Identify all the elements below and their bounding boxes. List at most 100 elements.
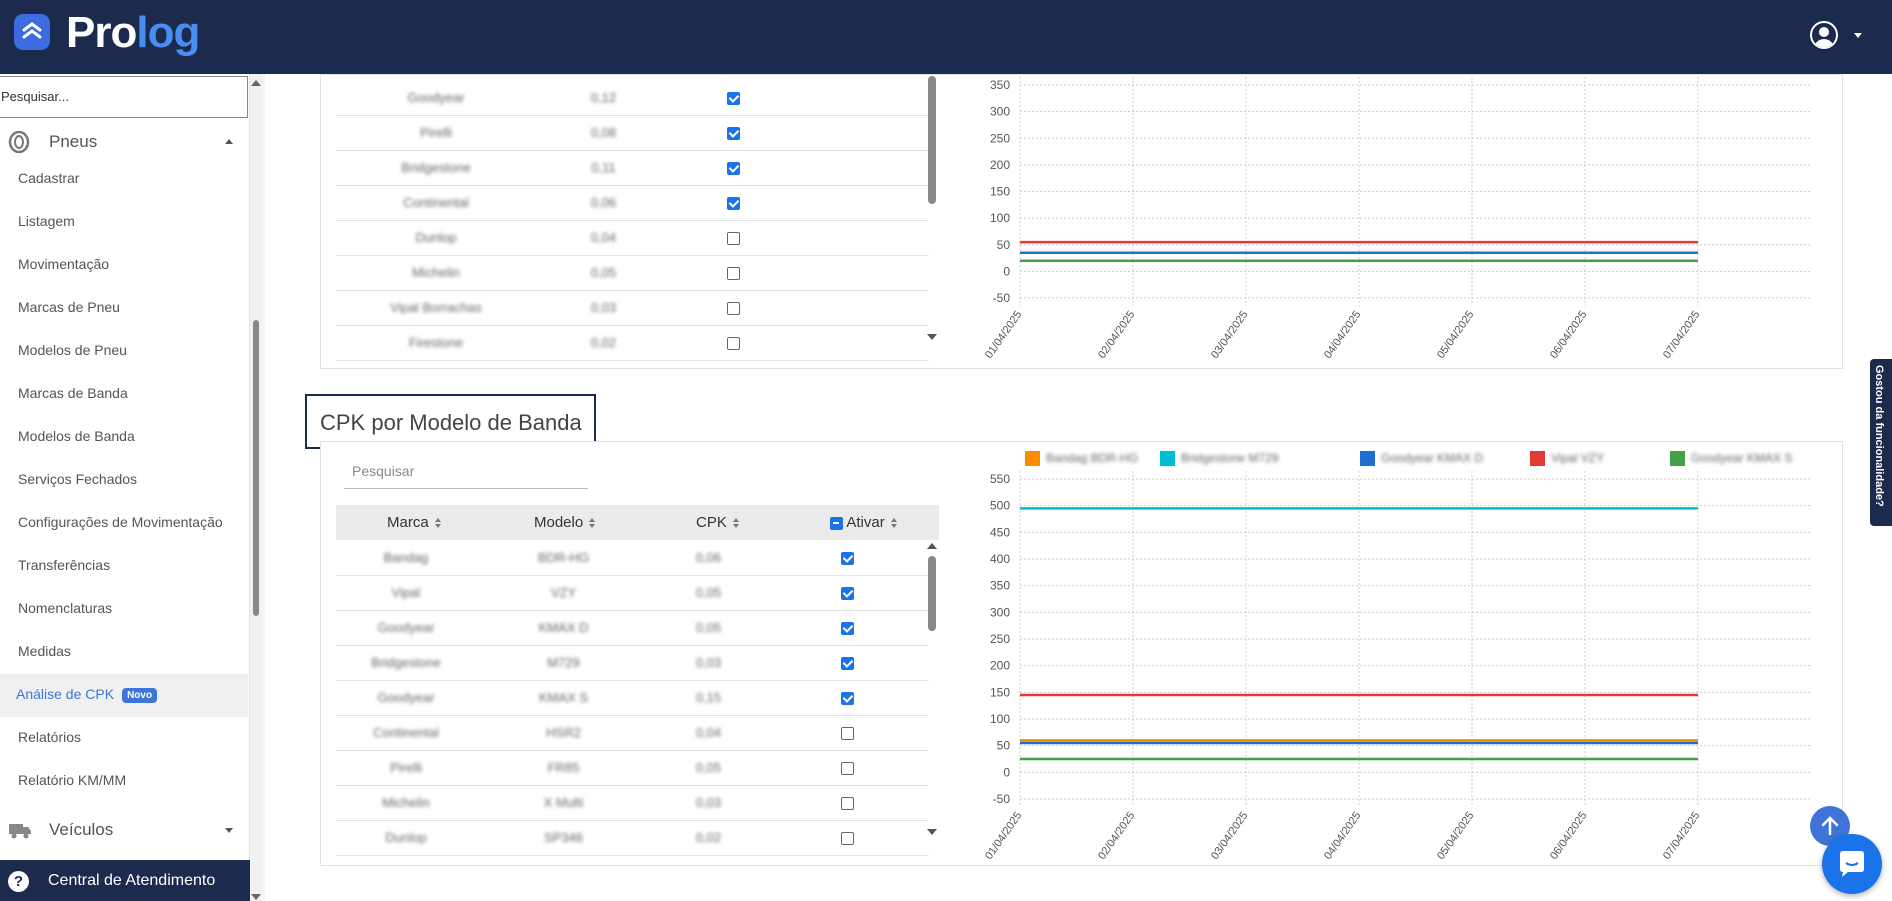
row-checkbox[interactable] xyxy=(841,762,854,776)
sidebar-search-input[interactable]: Pesquisar... xyxy=(0,76,248,118)
x-tick-label: 07/04/2025 xyxy=(1661,810,1702,862)
sidebar-scrollbar-thumb[interactable] xyxy=(253,320,259,616)
x-tick-label: 05/04/2025 xyxy=(1435,810,1476,862)
y-tick-label: 100 xyxy=(990,712,1010,726)
sidebar-item[interactable]: Movimentação xyxy=(0,244,248,287)
sidebar-scroll-up-icon[interactable] xyxy=(251,80,261,86)
table-row: Pirelli FR85 0,05 xyxy=(336,750,929,786)
row-checkbox[interactable] xyxy=(727,197,740,211)
banda-table-scrollbar-thumb[interactable] xyxy=(928,556,936,631)
legend-swatch xyxy=(1670,451,1685,466)
sidebar-group-veiculos[interactable]: Veículos xyxy=(0,815,248,845)
top-table-scroll-down-icon[interactable] xyxy=(927,334,937,340)
cell-cpk: 0,06 xyxy=(590,195,617,210)
sort-icon xyxy=(589,518,596,529)
row-checkbox[interactable] xyxy=(727,232,740,246)
table-row: Dunlop 0,04 xyxy=(336,220,929,256)
table-row: Firestone 0,02 xyxy=(336,325,929,361)
x-tick-label: 03/04/2025 xyxy=(1209,309,1250,361)
y-tick-label: 350 xyxy=(990,78,1010,92)
row-checkbox[interactable] xyxy=(727,302,740,316)
banda-search-input[interactable]: Pesquisar xyxy=(344,455,588,489)
sidebar-item-label: Cadastrar xyxy=(18,170,80,186)
sidebar-item-label: Transferências xyxy=(18,557,111,573)
sidebar-group-pneus[interactable]: Pneus xyxy=(0,127,248,157)
legend-label: Bridgestone M729 xyxy=(1181,451,1279,465)
sidebar-item[interactable]: Marcas de Banda xyxy=(0,373,248,416)
sidebar-item[interactable]: Análise de CPK Novo xyxy=(0,674,248,717)
feedback-tab[interactable]: Gostou da funcionalidade? xyxy=(1870,359,1892,526)
row-checkbox[interactable] xyxy=(727,127,740,141)
sidebar-item[interactable]: Marcas de Pneu xyxy=(0,287,248,330)
column-header-modelo[interactable]: Modelo xyxy=(534,514,596,531)
help-center-button[interactable]: ? Central de Atendimento xyxy=(0,860,250,901)
row-checkbox[interactable] xyxy=(727,91,740,105)
y-tick-label: 0 xyxy=(1003,765,1010,779)
cpk-banda-chart: 550500450400350300250200150100500-5001/0… xyxy=(983,471,1810,862)
sidebar-item[interactable]: Nomenclaturas xyxy=(0,588,248,631)
table-row: Michelin 0,05 xyxy=(336,255,929,291)
table-row: Goodyear KMAX D 0,05 xyxy=(336,610,929,646)
sidebar-item[interactable]: Transferências xyxy=(0,545,248,588)
row-checkbox[interactable] xyxy=(841,727,854,741)
x-tick-label: 05/04/2025 xyxy=(1435,309,1476,361)
table-row: Bandag BDR-HG 0,06 xyxy=(336,540,929,576)
logo-icon[interactable] xyxy=(14,14,50,50)
sidebar-item[interactable]: Configurações de Movimentação xyxy=(0,502,248,545)
table-row: Dunlop SP346 0,02 xyxy=(336,820,929,856)
y-tick-label: 200 xyxy=(990,659,1010,673)
sort-icon xyxy=(732,518,740,529)
table-row: Vipal VZY 0,05 xyxy=(336,575,929,611)
row-checkbox[interactable] xyxy=(841,797,854,811)
help-icon: ? xyxy=(8,871,29,892)
sidebar-scroll-down-icon[interactable] xyxy=(251,894,261,900)
x-tick-label: 06/04/2025 xyxy=(1548,309,1589,361)
sidebar-item[interactable]: Relatórios xyxy=(0,717,248,760)
cell-cpk: 0,08 xyxy=(590,125,617,140)
truck-icon xyxy=(9,824,31,839)
y-tick-label: 200 xyxy=(990,158,1010,172)
row-checkbox[interactable] xyxy=(841,587,854,601)
arrow-up-icon xyxy=(1821,816,1839,836)
legend-swatch xyxy=(1025,451,1040,466)
legend-swatch xyxy=(1360,451,1375,466)
row-checkbox[interactable] xyxy=(841,622,854,636)
banda-table-scroll-down-icon[interactable] xyxy=(927,829,937,835)
row-checkbox[interactable] xyxy=(727,337,740,351)
sidebar-item[interactable]: Relatório KM/MM xyxy=(0,760,248,803)
section-title: CPK por Modelo de Banda xyxy=(305,394,596,449)
column-header-cpk[interactable]: CPK xyxy=(696,514,740,531)
sidebar-item[interactable]: Modelos de Pneu xyxy=(0,330,248,373)
sidebar: Pesquisar... Pneus Cadastrar Listagem Movi… xyxy=(0,74,262,901)
row-checkbox[interactable] xyxy=(727,162,740,176)
row-checkbox[interactable] xyxy=(841,551,854,565)
row-checkbox[interactable] xyxy=(841,692,854,706)
chat-button[interactable] xyxy=(1822,834,1882,894)
tire-icon xyxy=(8,131,30,153)
banda-table-scroll-up-icon[interactable] xyxy=(927,543,937,549)
row-checkbox[interactable] xyxy=(841,832,854,846)
sidebar-group-label: Pneus xyxy=(49,132,98,151)
logo-wordmark[interactable]: Prolog xyxy=(66,8,200,57)
y-tick-label: 50 xyxy=(997,238,1011,252)
sidebar-item[interactable]: Modelos de Banda xyxy=(0,416,248,459)
user-avatar-icon[interactable] xyxy=(1810,21,1838,49)
sidebar-item[interactable]: Listagem xyxy=(0,201,248,244)
cell-marca: Bridgestone xyxy=(401,160,471,175)
column-header-marca[interactable]: Marca xyxy=(387,514,442,531)
column-header-ativar[interactable]: Ativar xyxy=(830,514,898,531)
row-checkbox[interactable] xyxy=(841,657,854,671)
cell-cpk: 0,05 xyxy=(695,760,722,775)
sidebar-item[interactable]: Medidas xyxy=(0,631,248,674)
table-row: Continental 0,06 xyxy=(336,185,929,221)
select-all-checkbox[interactable] xyxy=(830,516,843,530)
cell-marca: Goodyear xyxy=(407,89,465,105)
top-table-scrollbar-thumb[interactable] xyxy=(928,76,936,204)
sidebar-item-label: Relatórios xyxy=(18,729,82,745)
cell-cpk: 0,15 xyxy=(695,690,722,705)
sidebar-item[interactable]: Serviços Fechados xyxy=(0,459,248,502)
sidebar-item[interactable]: Cadastrar xyxy=(0,158,248,201)
row-checkbox[interactable] xyxy=(727,267,740,281)
user-menu-caret-icon[interactable] xyxy=(1854,33,1862,38)
table-row: Continental HSR2 0,04 xyxy=(336,715,929,751)
